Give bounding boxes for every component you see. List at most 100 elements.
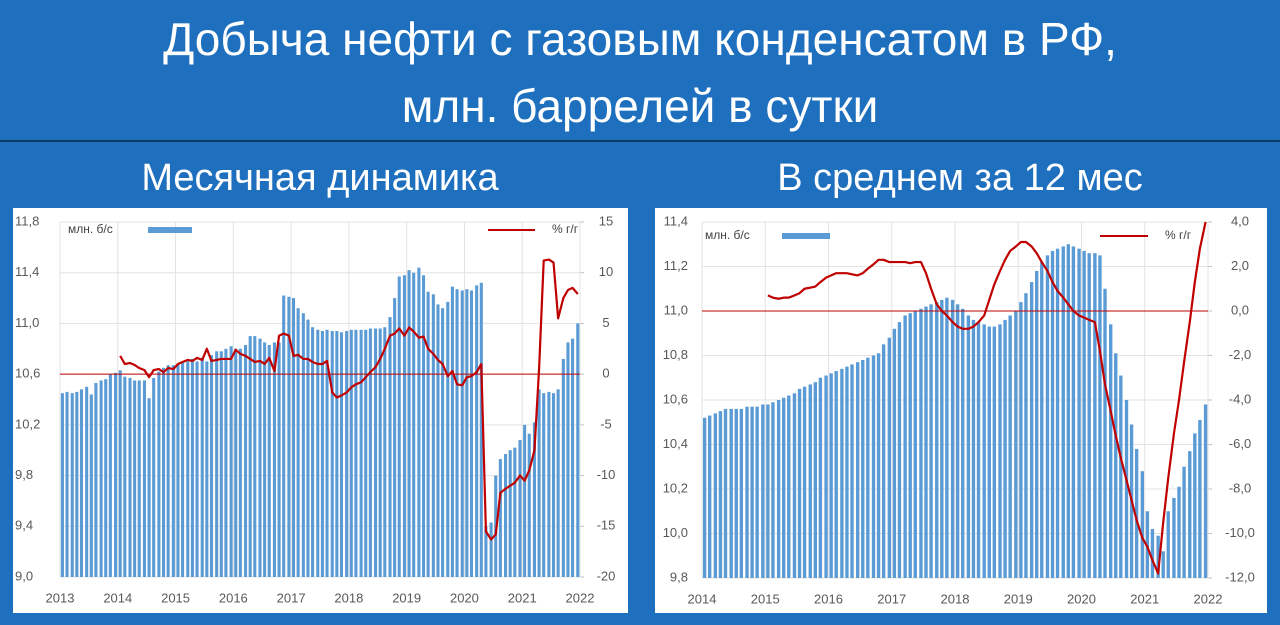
- bar: [267, 344, 271, 577]
- bar: [850, 364, 854, 578]
- bar: [89, 394, 93, 577]
- y-tick-label: 9,4: [15, 518, 33, 533]
- bar: [1071, 246, 1076, 578]
- bar: [306, 319, 310, 577]
- bar: [75, 391, 79, 577]
- bar: [876, 353, 881, 578]
- bar: [1040, 262, 1044, 578]
- x-tick-label: 2018: [941, 591, 970, 606]
- bar: [248, 336, 252, 577]
- bar: [364, 329, 368, 577]
- x-tick-label: 2021: [508, 590, 537, 605]
- bar: [1109, 324, 1113, 578]
- bar: [166, 365, 170, 577]
- y2-tick-label: -10,0: [1225, 525, 1255, 540]
- bar: [1134, 448, 1139, 578]
- bar: [320, 331, 324, 577]
- bar: [813, 382, 818, 578]
- bar: [349, 329, 353, 577]
- bar: [729, 408, 733, 578]
- bar: [426, 291, 430, 577]
- legend-label: млн. б/с: [68, 222, 113, 236]
- y-tick-label: 10,8: [663, 347, 688, 362]
- bar: [412, 272, 416, 577]
- bar: [787, 395, 791, 578]
- bar: [133, 380, 137, 577]
- bar: [776, 400, 781, 578]
- bar: [234, 348, 238, 577]
- bar: [1177, 486, 1181, 578]
- y2-tick-label: -5: [600, 416, 612, 431]
- bar: [1087, 253, 1091, 578]
- bar: [1035, 270, 1039, 578]
- bar: [393, 298, 397, 577]
- bar: [345, 331, 349, 577]
- bar: [104, 379, 108, 577]
- y-tick-label: 11,4: [664, 213, 688, 228]
- y-tick-label: 11,0: [15, 315, 39, 330]
- bar: [1182, 466, 1186, 578]
- y2-tick-label: 10: [599, 264, 613, 279]
- y2-tick-label: -20: [597, 568, 616, 583]
- bar: [824, 375, 828, 578]
- bar: [971, 319, 976, 578]
- bar: [1077, 248, 1081, 578]
- bar: [94, 383, 98, 577]
- bar: [181, 361, 185, 577]
- bar: [771, 402, 775, 578]
- bar: [282, 295, 286, 577]
- bar: [802, 386, 807, 578]
- x-tick-label: 2017: [877, 591, 906, 606]
- bar: [1114, 353, 1118, 578]
- legend-swatch: [782, 233, 830, 239]
- y-tick-label: 11,8: [15, 213, 39, 228]
- bar: [818, 377, 823, 578]
- bar: [335, 331, 339, 577]
- bar: [1066, 244, 1071, 578]
- bar: [1003, 319, 1007, 578]
- bar: [190, 358, 194, 577]
- bar: [60, 393, 64, 577]
- line-series: [767, 221, 1207, 575]
- bar: [571, 338, 575, 577]
- bar: [475, 285, 479, 577]
- bar: [171, 365, 175, 577]
- y2-tick-label: 15: [599, 213, 613, 228]
- bar: [85, 386, 89, 577]
- bar: [708, 415, 712, 578]
- bar: [961, 308, 965, 578]
- bar: [479, 282, 483, 577]
- bar: [1161, 551, 1165, 578]
- bar: [945, 297, 949, 578]
- bar: [219, 351, 223, 577]
- bar: [489, 522, 493, 577]
- bar: [374, 328, 378, 577]
- bar: [1045, 255, 1050, 578]
- bar: [1061, 246, 1065, 578]
- bar: [450, 286, 454, 577]
- x-tick-label: 2017: [277, 590, 306, 605]
- bar: [1055, 248, 1060, 578]
- bar: [359, 329, 363, 577]
- y2-tick-label: -12,0: [1225, 569, 1255, 584]
- bar: [940, 299, 944, 578]
- bar: [935, 302, 939, 578]
- bar: [108, 374, 112, 577]
- bar: [263, 342, 267, 577]
- x-tick-label: 2014: [688, 591, 717, 606]
- bar: [229, 346, 233, 577]
- bar: [745, 406, 749, 578]
- x-tick-label: 2022: [566, 590, 595, 605]
- y-tick-label: 11,0: [664, 302, 688, 317]
- y2-tick-label: -15: [597, 518, 616, 533]
- y-tick-label: 11,2: [664, 258, 688, 273]
- bar: [761, 404, 765, 578]
- bar: [523, 424, 527, 577]
- y2-tick-label: -4,0: [1229, 391, 1251, 406]
- bar: [70, 393, 74, 577]
- bar: [1188, 451, 1192, 578]
- legend-swatch: [148, 227, 192, 233]
- bar: [215, 351, 219, 577]
- y-tick-label: 10,4: [663, 436, 688, 451]
- bar: [1203, 404, 1208, 578]
